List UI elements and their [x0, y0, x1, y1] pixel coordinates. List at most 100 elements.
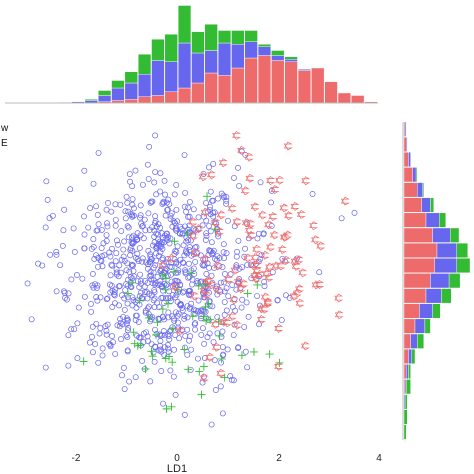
right-hist-bar [412, 167, 417, 183]
scatter-point-red [189, 291, 199, 301]
scatter-point-red [257, 304, 266, 314]
scatter-point-blue [199, 222, 206, 229]
scatter-point-red [158, 260, 168, 270]
scatter-point-blue [35, 260, 42, 267]
scatter-point-red [202, 276, 212, 286]
scatter-point-blue [98, 226, 105, 233]
scatter-point-blue [229, 282, 236, 288]
scatter-point-blue [101, 252, 108, 259]
scatter-point-blue [123, 320, 130, 327]
right-hist-bar [430, 273, 450, 289]
scatter-point-blue [182, 189, 189, 196]
scatter-point-blue [127, 274, 134, 281]
scatter-point-green [168, 324, 177, 333]
scatter-point-blue [108, 208, 115, 215]
scatter-point-red [234, 277, 243, 287]
top-hist-bar [124, 71, 138, 84]
scatter-point-blue [217, 288, 224, 295]
scatter-point-blue [137, 271, 144, 278]
scatter-point-blue [167, 327, 174, 334]
scatter-point-red [245, 173, 255, 183]
right-hist-bar [403, 167, 414, 183]
scatter-point-blue [182, 269, 189, 276]
scatter-point-blue [57, 262, 64, 269]
scatter-point-blue [103, 232, 110, 239]
scatter-point-blue [268, 223, 275, 229]
scatter-point-blue [115, 273, 122, 280]
scatter-point-blue [120, 246, 127, 253]
scatter-point-blue [88, 308, 95, 315]
scatter-point-blue [142, 227, 149, 234]
scatter-point-blue [235, 237, 242, 244]
scatter-point-blue [157, 249, 164, 256]
scatter-point-blue [68, 276, 75, 283]
scatter-point-blue [173, 206, 180, 213]
scatter-point-blue [206, 223, 212, 229]
scatter-point-blue [200, 325, 206, 332]
scatter-point-green [197, 390, 206, 399]
scatter-point-blue [163, 235, 170, 242]
scatter-point-blue [74, 355, 81, 362]
scatter-point-blue [65, 362, 72, 369]
scatter-point-blue [141, 330, 148, 337]
scatter-point-blue [239, 264, 246, 271]
scatter-point-blue [124, 300, 131, 307]
scatter-point-blue [188, 346, 195, 353]
scatter-point-blue [219, 328, 226, 335]
scatter-point-blue [94, 227, 101, 234]
scatter-point-blue [93, 294, 100, 301]
right-hist-bar [436, 242, 457, 258]
scatter-point-blue [108, 282, 115, 289]
scatter-point-blue [205, 164, 212, 171]
scatter-point-blue [124, 260, 131, 267]
scatter-point-blue [139, 181, 146, 188]
scatter-point-blue [223, 194, 230, 201]
scatter-point-blue [135, 318, 142, 325]
top-hist-bar [191, 31, 205, 54]
top-hist-bar [204, 72, 218, 104]
scatter-point-blue [218, 190, 225, 197]
scatter-point-blue [173, 291, 180, 298]
scatter-point-blue [157, 188, 164, 195]
scatter-point-red [311, 280, 321, 290]
scatter-point-blue [164, 342, 171, 348]
scatter-point-blue [214, 314, 221, 321]
scatter-point-blue [124, 199, 131, 206]
scatter-point-blue [109, 304, 116, 310]
scatter-point-blue [186, 337, 193, 344]
x-axis-ticks: -2 0 2 4 [72, 453, 383, 464]
scatter-point-red [229, 295, 239, 305]
scatter-point-blue [95, 149, 102, 156]
scatter-point-green [203, 192, 212, 201]
scatter-point-blue [61, 289, 68, 296]
scatter-point-blue [173, 182, 180, 188]
scatter-point-blue [117, 319, 124, 326]
scatter-point-red [232, 320, 242, 330]
scatter-point-green [147, 347, 156, 356]
scatter-point-blue [221, 288, 228, 295]
scatter-point-blue [157, 338, 164, 344]
scatter-point-blue [176, 335, 183, 342]
top-hist-bar [138, 96, 152, 104]
scatter-point-blue [137, 212, 144, 219]
scatter-point-red [202, 290, 211, 300]
scatter-point-blue [178, 226, 185, 233]
scatter-point-blue [104, 321, 111, 328]
scatter-point-blue [158, 368, 165, 374]
right-hist-bar [432, 227, 451, 243]
scatter-point-blue [151, 227, 158, 234]
scatter-point-blue [139, 222, 146, 229]
scatter-point-blue [116, 282, 123, 289]
scatter-point-blue [129, 196, 136, 203]
scatter-point-blue [145, 247, 152, 254]
scatter-point-blue [173, 248, 180, 255]
scatter-point-blue [146, 290, 152, 297]
scatter-point-blue [104, 220, 110, 227]
scatter-point-blue [254, 293, 260, 299]
right-hist-bar [403, 152, 409, 168]
scatter-point-red [218, 158, 228, 168]
scatter-point-blue [152, 169, 159, 176]
scatter-point-blue [71, 326, 78, 333]
scatter-point-blue [113, 269, 120, 276]
